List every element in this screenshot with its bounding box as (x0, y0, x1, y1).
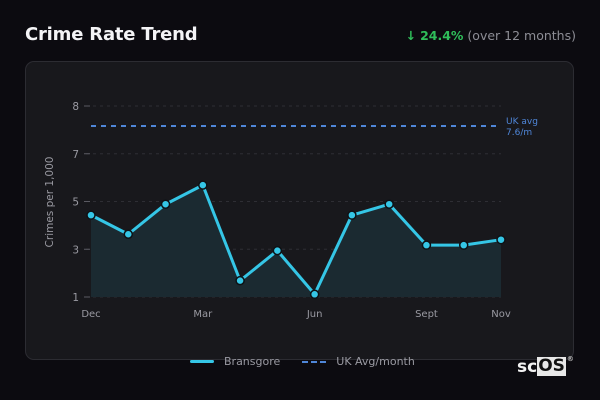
data-point[interactable] (458, 240, 469, 250)
y-tick-label: 8 (72, 101, 79, 113)
x-tick-label: Mar (193, 309, 213, 320)
uk-average-value: 7.6/m (506, 128, 532, 138)
trend-down-arrow-icon: ↓ (405, 28, 417, 43)
data-point[interactable] (496, 234, 506, 245)
data-point[interactable] (235, 275, 245, 286)
logo-prefix: sc (517, 357, 538, 377)
chart-card (25, 61, 574, 360)
x-tick-label: Jun (306, 309, 323, 320)
trend-summary: ↓ 24.4% (over 12 months) (406, 28, 576, 43)
x-tick-label: Dec (81, 309, 100, 320)
uk-average-label: UK avg (506, 117, 538, 127)
data-point[interactable] (272, 245, 283, 256)
trend-period: (over 12 months) (467, 28, 576, 43)
data-point[interactable] (160, 199, 171, 209)
x-tick-label: Nov (491, 309, 511, 320)
solid-line-swatch-icon (190, 360, 214, 363)
data-point[interactable] (198, 180, 208, 190)
registered-mark-icon: ® (566, 355, 574, 363)
y-tick-label: 3 (72, 244, 79, 256)
y-tick-label: 1 (72, 292, 79, 304)
legend-label: Bransgore (224, 355, 281, 368)
series-line-bransgore (90, 183, 502, 296)
data-point[interactable] (309, 289, 320, 300)
x-tick-label: Sept (415, 309, 438, 320)
data-point[interactable] (347, 210, 357, 220)
series-area-fill (91, 185, 501, 297)
y-tick-label: 5 (72, 197, 79, 209)
scos-logo: sc OS ® (517, 355, 574, 377)
logo-boxed: OS (537, 356, 566, 376)
data-points (86, 180, 506, 300)
legend-item-bransgore[interactable]: Bransgore (190, 355, 280, 368)
data-point[interactable] (421, 240, 432, 250)
page-title: Crime Rate Trend (25, 24, 198, 45)
x-axis-ticks: Dec Mar Jun Sept Nov (81, 309, 511, 320)
legend-item-uk-avg[interactable]: UK Avg/month (302, 355, 415, 368)
chart-legend: Bransgore UK Avg/month (190, 355, 415, 368)
data-point[interactable] (384, 199, 394, 209)
trend-value: 24.4% (420, 28, 464, 43)
y-axis-label: Crimes per 1,000 (44, 157, 56, 248)
y-axis-ticks: 8 7 5 3 1 (72, 101, 79, 304)
data-point[interactable] (86, 210, 96, 220)
data-point[interactable] (123, 229, 134, 239)
dashed-line-swatch-icon (302, 360, 327, 363)
y-tick-label: 7 (72, 149, 79, 161)
legend-label: UK Avg/month (336, 355, 415, 368)
